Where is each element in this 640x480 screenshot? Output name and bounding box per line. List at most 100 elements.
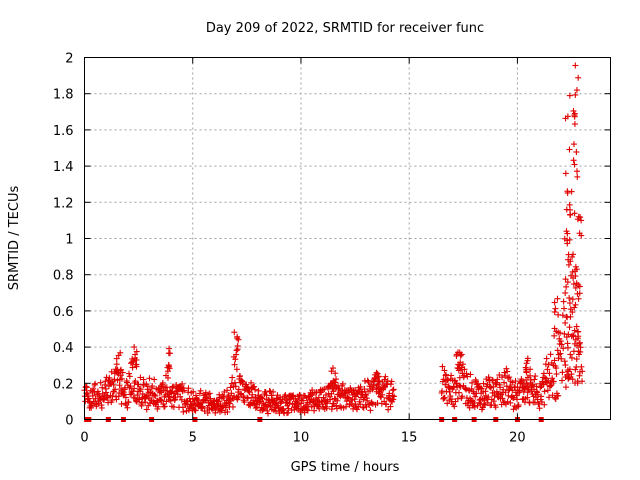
data-point <box>499 395 506 402</box>
data-point <box>157 396 164 403</box>
data-point <box>98 404 105 411</box>
data-point <box>536 405 543 412</box>
data-point <box>455 349 462 356</box>
data-point <box>201 408 208 415</box>
data-point <box>375 373 382 380</box>
data-point <box>228 390 235 397</box>
data-point <box>503 365 510 372</box>
data-point <box>490 398 497 405</box>
data-point <box>132 351 139 358</box>
data-point <box>564 113 571 120</box>
data-point <box>233 366 240 373</box>
data-point <box>577 344 584 351</box>
plot-frame <box>84 57 611 420</box>
chart-title: Day 209 of 2022, SRMTID for receiver fun… <box>206 21 484 36</box>
y-tick-label: 0.6 <box>53 305 74 320</box>
data-point <box>143 406 150 413</box>
data-point <box>224 387 231 394</box>
data-point <box>447 393 454 400</box>
data-point <box>122 394 129 401</box>
data-point <box>267 402 274 409</box>
data-point <box>158 397 165 404</box>
data-point <box>544 366 551 373</box>
data-point <box>187 401 194 408</box>
data-point <box>104 393 111 400</box>
data-point <box>155 403 162 410</box>
data-point <box>545 377 552 384</box>
data-point <box>133 348 140 355</box>
data-point <box>567 206 574 213</box>
data-point <box>569 296 576 303</box>
data-point <box>480 380 487 387</box>
data-point <box>234 335 241 342</box>
y-tick-label: 1 <box>65 233 73 248</box>
y-axis-label: SRMTID / TECUs <box>7 186 22 291</box>
data-point <box>265 410 272 417</box>
data-point <box>234 342 241 349</box>
grid <box>84 57 611 420</box>
data-point <box>461 366 468 373</box>
data-point <box>241 399 248 406</box>
data-point <box>390 386 397 393</box>
data-point <box>441 367 448 374</box>
data-point <box>444 376 451 383</box>
y-tick-label: 2 <box>65 52 73 67</box>
data-point <box>575 74 582 81</box>
x-axis-label: GPS time / hours <box>291 460 400 475</box>
data-point <box>572 62 579 69</box>
data-point <box>111 376 118 383</box>
data-point <box>286 400 293 407</box>
data-point <box>501 379 508 386</box>
data-point <box>448 372 455 379</box>
data-point <box>512 378 519 385</box>
data-point <box>185 385 192 392</box>
data-point <box>442 381 449 388</box>
data-point <box>565 251 572 258</box>
data-point <box>559 369 566 376</box>
data-point <box>546 370 553 377</box>
data-point <box>342 403 349 410</box>
data-point <box>179 380 186 387</box>
data-point <box>390 396 397 403</box>
data-point <box>458 351 465 358</box>
data-point <box>571 327 578 334</box>
data-point <box>129 388 136 395</box>
data-point <box>268 392 275 399</box>
data-point <box>124 379 131 386</box>
data-point <box>578 217 585 224</box>
data-point <box>192 407 199 414</box>
data-point <box>443 377 450 384</box>
data-point <box>454 395 461 402</box>
data-point <box>573 323 580 330</box>
data-point <box>196 390 203 397</box>
data-points <box>81 62 586 417</box>
data-point <box>285 405 292 412</box>
data-point <box>555 311 562 318</box>
y-tick-label: 1.6 <box>53 124 74 139</box>
data-point <box>509 387 516 394</box>
data-point <box>576 372 583 379</box>
data-point <box>113 396 120 403</box>
data-point <box>566 92 573 99</box>
data-point <box>499 374 506 381</box>
data-point <box>112 386 119 393</box>
data-point <box>391 393 398 400</box>
x-tick-label: 10 <box>293 431 310 446</box>
data-point <box>222 404 229 411</box>
data-point <box>471 403 478 410</box>
data-point <box>547 351 554 358</box>
data-point <box>507 399 514 406</box>
data-point <box>233 347 240 354</box>
data-point <box>239 378 246 385</box>
y-tick-label: 1.4 <box>53 160 74 175</box>
data-point <box>554 347 561 354</box>
data-point <box>316 405 323 412</box>
data-point <box>567 313 574 320</box>
data-point <box>573 356 580 363</box>
data-point <box>571 113 578 120</box>
data-point <box>552 305 559 312</box>
data-point <box>140 376 147 383</box>
data-point <box>523 368 530 375</box>
data-point <box>136 395 143 402</box>
